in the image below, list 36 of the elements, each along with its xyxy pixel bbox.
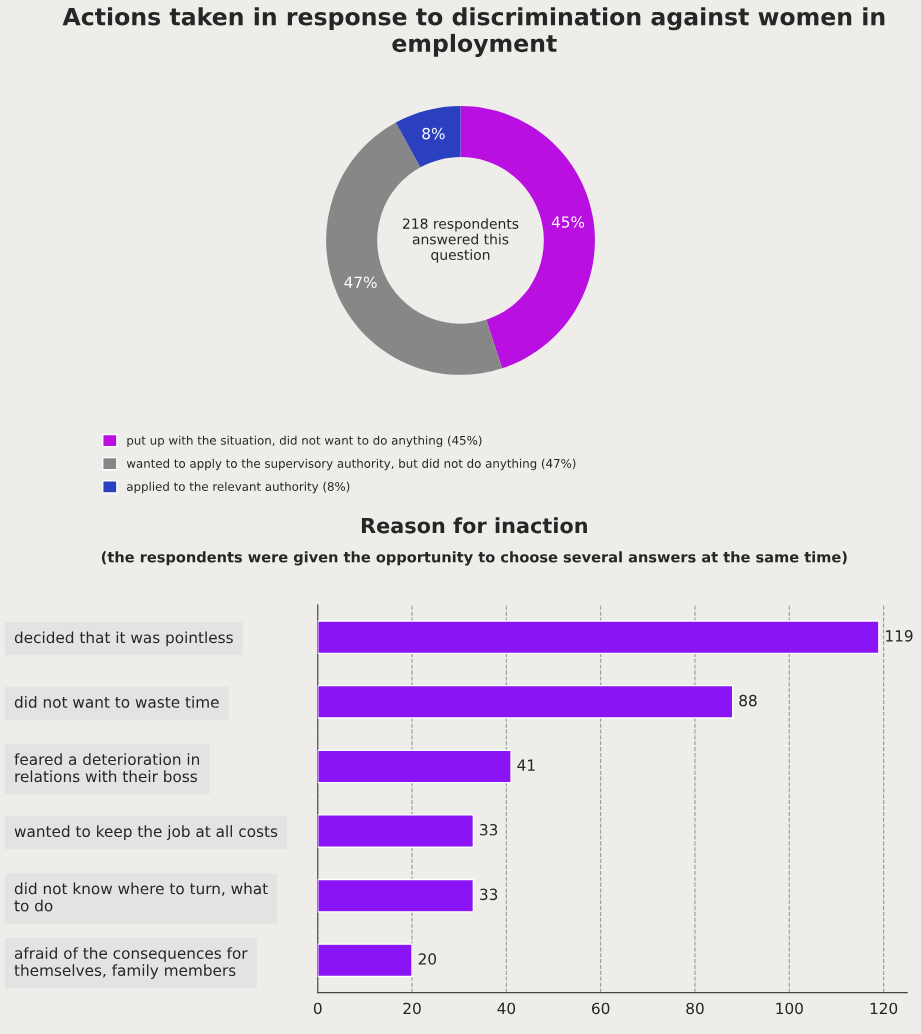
legend-label: wanted to apply to the supervisory authority, but did not do anything (47%) (126, 458, 576, 471)
x-tick-label: 120 (870, 1002, 898, 1015)
bar (317, 943, 413, 978)
text: 218 respondents answered this question (402, 218, 519, 263)
y-tick-label: did not want to waste time (14, 696, 219, 708)
x-tick-label: 20 (403, 1002, 421, 1015)
bar (317, 684, 734, 719)
bar (317, 878, 475, 913)
y-tick-label: decided that it was pointless (14, 631, 233, 647)
y-tick-label: feared a deterioration in relations with their boss (14, 753, 199, 783)
data-label: 45% (551, 216, 585, 228)
data-label: 33 (480, 888, 498, 901)
y-tick-label: did not know where to turn, what to do (14, 882, 268, 912)
data-label: 41 (517, 759, 535, 771)
x-tick-label: 60 (592, 1002, 610, 1015)
data-label: 33 (480, 823, 498, 836)
bar (317, 620, 880, 655)
chart-title: Reason for inaction (361, 517, 587, 534)
data-label: 8% (422, 127, 445, 140)
x-tick-label: 100 (776, 1002, 803, 1015)
chart-title: Actions taken in response to discrimination against women in employment (62, 7, 885, 57)
bar (317, 814, 475, 848)
legend-label: put up with the situation, did not want to do anything (45%) (127, 435, 482, 448)
chart-subtitle: (the respondents were given the opportunity to choose several answers at the same time) (101, 551, 847, 566)
data-label: 119 (886, 630, 913, 642)
data-label: 20 (418, 953, 437, 965)
x-tick-label: 80 (686, 1002, 704, 1015)
data-label: 47% (344, 276, 377, 289)
x-tick-label: 40 (497, 1002, 516, 1015)
y-tick-label: wanted to keep the job at all costs (14, 825, 278, 841)
y-tick-label: afraid of the consequences for themselves, family members (14, 947, 248, 980)
x-tick-label: 0 (313, 1002, 322, 1015)
data-label: 88 (739, 694, 757, 707)
bar (317, 749, 512, 784)
legend-label: applied to the relevant authority (8%) (127, 481, 350, 494)
donut-slice (395, 105, 461, 168)
